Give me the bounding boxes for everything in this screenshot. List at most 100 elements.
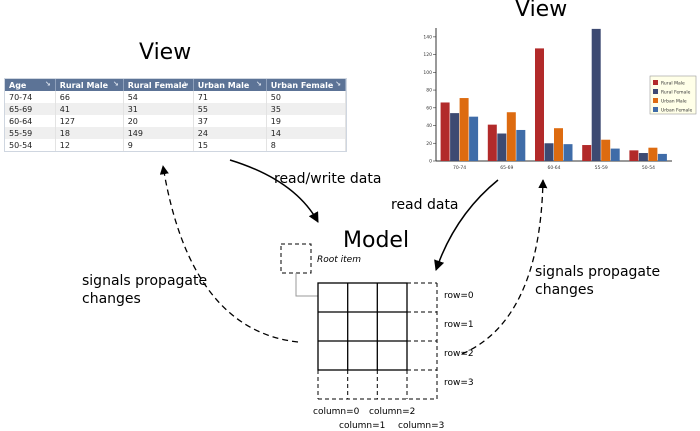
sort-icon: ↘ xyxy=(112,80,119,88)
table-cell: 31 xyxy=(123,103,194,115)
chart-bar xyxy=(554,128,563,161)
chart-bar xyxy=(544,143,554,161)
chart-bar xyxy=(506,112,516,161)
read-data-label: read data xyxy=(391,197,459,213)
column-header-rural-male[interactable]: Rural Male ↘ xyxy=(55,79,124,91)
table-header-row: Age ↘ Rural Male ↘ Rural Female ↘ Urban Mal… xyxy=(5,79,347,91)
column-label-3: column=3 xyxy=(398,421,445,431)
table-cell: 15 xyxy=(193,139,267,151)
legend-swatch xyxy=(653,80,658,85)
signals-right-label-2: changes xyxy=(535,282,594,298)
read-arrow xyxy=(434,179,499,271)
column-label-1: column=1 xyxy=(339,421,386,431)
chart-bar xyxy=(657,153,667,161)
chart-bar xyxy=(563,144,573,161)
row-label-2: row=2 xyxy=(444,349,474,359)
legend-label: Rural Female xyxy=(661,90,691,96)
legend-swatch xyxy=(653,107,658,112)
table-cell: 35 xyxy=(266,103,347,115)
chart-bar xyxy=(582,145,592,161)
table-row[interactable]: 65-69 41 31 55 35 xyxy=(5,103,347,115)
chart-bar xyxy=(450,113,460,161)
table-view-title: View xyxy=(139,40,192,65)
table-cell: 55 xyxy=(193,103,267,115)
column-header-rural-female[interactable]: Rural Female ↘ xyxy=(123,79,194,91)
column-header-age[interactable]: Age ↘ xyxy=(5,79,56,91)
table-row[interactable]: 70-74 66 54 71 50 xyxy=(5,91,347,103)
table-cell: 71 xyxy=(193,91,267,103)
chart-bar xyxy=(487,124,497,161)
chart-bar xyxy=(469,116,479,161)
model-title: Model xyxy=(343,228,410,253)
chart-x-tick-label: 50-54 xyxy=(642,165,655,171)
column-header-urban-male[interactable]: Urban Male ↘ xyxy=(193,79,267,91)
table-cell: 149 xyxy=(123,127,194,139)
legend-swatch xyxy=(653,98,658,103)
root-item-label: Root item xyxy=(317,255,361,265)
table-cell: 55-59 xyxy=(5,127,56,139)
chart-bar xyxy=(610,148,620,161)
chart-x-tick-label: 55-59 xyxy=(595,165,608,171)
legend-label: Rural Male xyxy=(661,81,685,87)
row-label-0: row=0 xyxy=(444,291,474,301)
sort-icon: ↘ xyxy=(182,80,189,88)
chart-y-tick-label: 120 xyxy=(423,52,432,58)
table-cell: 60-64 xyxy=(5,115,56,127)
table-cell: 20 xyxy=(123,115,194,127)
chart-bar xyxy=(516,129,526,161)
signals-left-label-2: changes xyxy=(82,291,141,307)
root-item-connector xyxy=(295,273,318,297)
chart-bar xyxy=(459,98,469,161)
chart-bar xyxy=(638,153,648,161)
legend-swatch xyxy=(653,89,658,94)
table-cell: 8 xyxy=(266,139,347,151)
model-grid xyxy=(317,282,408,371)
column-header-urban-female[interactable]: Urban Female ↘ xyxy=(266,79,347,91)
chart-y-tick-label: 140 xyxy=(423,34,432,40)
chart-view-title: View xyxy=(515,0,568,22)
chart-bar xyxy=(601,139,611,161)
legend-label: Urban Male xyxy=(661,99,687,105)
table-cell: 19 xyxy=(266,115,347,127)
chart-bar xyxy=(535,48,544,161)
chart-y-tick-label: 100 xyxy=(423,70,432,76)
sort-icon: ↘ xyxy=(335,80,341,88)
table-cell: 66 xyxy=(55,91,124,103)
chart-y-tick-label: 80 xyxy=(426,88,432,94)
column-label-2: column=2 xyxy=(369,407,416,417)
read-write-label: read/write data xyxy=(274,171,382,187)
chart-y-tick-label: 20 xyxy=(426,141,432,147)
table-cell: 37 xyxy=(193,115,267,127)
chart-x-tick-label: 65-69 xyxy=(500,165,513,171)
chart-y-tick-label: 0 xyxy=(429,159,432,165)
read-write-arrow xyxy=(229,159,319,223)
chart-bar xyxy=(591,28,601,161)
chart-legend: Rural Male Rural Female Urban Male Urban Fe… xyxy=(649,75,697,115)
signals-left-label-1: signals propagate xyxy=(82,273,208,289)
signals-left-arrow xyxy=(159,165,299,343)
table-row[interactable]: 55-59 18 149 24 14 xyxy=(5,127,347,139)
column-label-0: column=0 xyxy=(313,407,360,417)
root-item-box xyxy=(280,243,312,274)
chart-bar xyxy=(629,150,639,161)
table-cell: 50-54 xyxy=(5,139,56,151)
signals-right-arrow xyxy=(461,179,548,355)
table-cell: 50 xyxy=(266,91,347,103)
table-cell: 127 xyxy=(55,115,124,127)
sort-icon: ↘ xyxy=(255,80,262,88)
chart-bar xyxy=(648,147,658,161)
table-cell: 54 xyxy=(123,91,194,103)
chart-x-tick-label: 60-64 xyxy=(547,165,560,171)
legend-label: Urban Female xyxy=(661,108,693,114)
chart-y-tick-label: 60 xyxy=(426,105,432,111)
row-label-1: row=1 xyxy=(444,320,474,330)
table-row[interactable]: 50-54 12 9 15 8 xyxy=(5,139,347,151)
table-cell: 24 xyxy=(193,127,267,139)
table-cell: 14 xyxy=(266,127,347,139)
row-label-3: row=3 xyxy=(444,378,474,388)
table-row[interactable]: 60-64 127 20 37 19 xyxy=(5,115,347,127)
table-cell: 70-74 xyxy=(5,91,56,103)
chart-bar xyxy=(497,133,507,161)
